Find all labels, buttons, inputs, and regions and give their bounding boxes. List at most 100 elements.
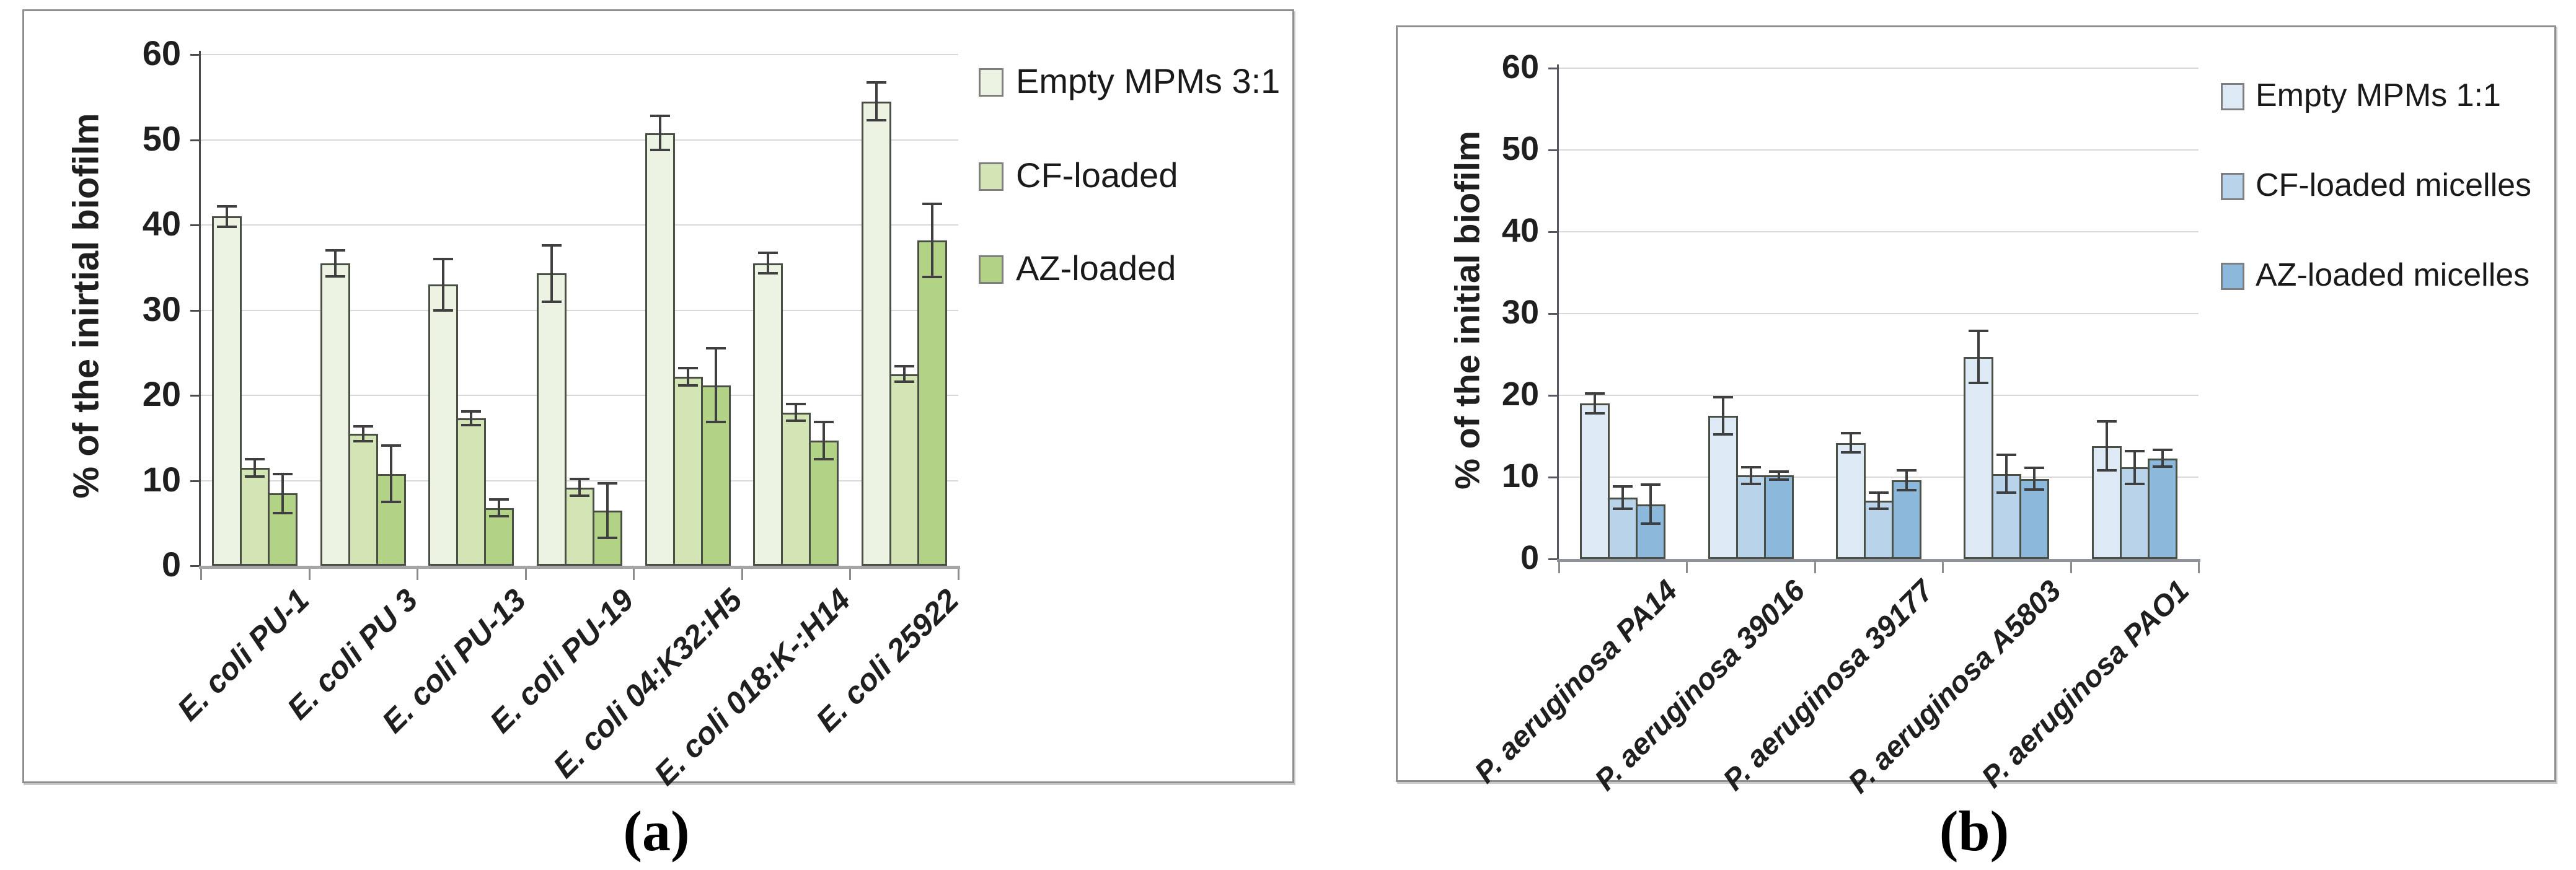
bar-empty-mpms-1-1 xyxy=(1580,403,1610,559)
error-bar-line xyxy=(767,253,770,274)
bar-cf-loaded xyxy=(348,433,378,566)
x-axis-line xyxy=(199,566,960,569)
x-tick-mark xyxy=(741,569,743,580)
error-bar-cap-top xyxy=(2152,449,2172,452)
error-bar-cap-top xyxy=(598,481,617,485)
error-bar-cap-bottom xyxy=(1768,478,1789,481)
legend-swatch xyxy=(2221,173,2244,200)
x-tick-mark xyxy=(1686,562,1688,573)
y-tick-mark xyxy=(190,565,199,567)
legend-swatch xyxy=(2221,83,2244,110)
gridline xyxy=(201,54,958,55)
y-tick-mark xyxy=(1548,68,1557,69)
error-bar-cap-top xyxy=(1740,466,1761,469)
y-tick-mark xyxy=(190,224,199,226)
bar-empty-mpms-3-1 xyxy=(320,263,350,566)
bar-cf-loaded-micelles xyxy=(1736,475,1766,559)
gridline xyxy=(201,139,958,141)
x-tick-mark xyxy=(849,569,852,580)
error-bar-cap-top xyxy=(217,204,237,208)
panel-a-caption: (a) xyxy=(623,799,690,863)
bar-empty-mpms-3-1 xyxy=(212,216,242,566)
y-tick-mark xyxy=(1548,313,1557,315)
error-bar-cap-bottom xyxy=(1713,433,1733,436)
bar-az-loaded-micelles xyxy=(2147,458,2177,559)
y-axis-line xyxy=(199,51,201,568)
y-tick-mark xyxy=(190,480,199,482)
error-bar-cap-bottom xyxy=(650,149,670,151)
y-tick-label: 60 xyxy=(1501,48,1539,86)
error-bar-line xyxy=(498,499,501,517)
bar-empty-mpms-3-1 xyxy=(861,101,891,566)
error-bar-line xyxy=(254,459,257,477)
error-bar-cap-top xyxy=(273,472,293,475)
error-bar-cap-bottom xyxy=(814,458,834,461)
x-tick-mark xyxy=(1558,562,1560,573)
bar-empty-mpms-3-1 xyxy=(753,263,783,566)
x-tick-mark xyxy=(2198,562,2200,573)
gridline xyxy=(201,309,958,311)
error-bar-line xyxy=(714,348,717,422)
error-bar-line xyxy=(1777,471,1780,480)
error-bar-cap-top xyxy=(2024,467,2045,470)
error-bar-cap-bottom xyxy=(677,384,698,387)
bar-az-loaded xyxy=(809,440,839,566)
error-bar-line xyxy=(1905,470,1908,491)
error-bar-line xyxy=(333,250,337,276)
error-bar-line xyxy=(1850,433,1852,453)
error-bar-line xyxy=(658,116,661,150)
legend-label: AZ-loaded micelles xyxy=(2256,257,2530,293)
bar-empty-mpms-1-1 xyxy=(1708,416,1738,559)
bar-az-loaded-micelles xyxy=(1636,504,1666,559)
error-bar-cap-top xyxy=(922,202,942,205)
error-bar-line xyxy=(823,421,826,460)
bar-empty-mpms-3-1 xyxy=(428,284,459,566)
error-bar-cap-bottom xyxy=(1740,482,1761,485)
error-bar-cap-bottom xyxy=(1613,508,1633,511)
error-bar-cap-bottom xyxy=(894,380,914,383)
y-tick-mark xyxy=(190,54,199,56)
bar-empty-mpms-1-1 xyxy=(1964,356,1994,559)
error-bar-cap-bottom xyxy=(325,275,345,278)
error-bar-line xyxy=(795,403,798,421)
legend-label: AZ-loaded xyxy=(1016,248,1176,288)
y-tick-label: 40 xyxy=(142,204,181,244)
error-bar-cap-top xyxy=(2124,449,2145,452)
error-bar-line xyxy=(281,473,285,513)
error-bar-cap-top xyxy=(1641,483,1661,486)
panel-a: 0 10 20 30 40 50 60 E. coli PU-1 E. coli PU 3 E. … xyxy=(22,9,1294,792)
error-bar-cap-top xyxy=(542,244,562,247)
error-bar-cap-top xyxy=(1613,485,1633,488)
legend-swatch xyxy=(979,162,1003,191)
x-axis-line xyxy=(1557,559,2200,562)
gridline xyxy=(1559,231,2199,232)
gridline xyxy=(201,395,958,396)
x-category-label: E. coli 04:K32:H5 xyxy=(546,582,749,785)
error-bar-line xyxy=(902,366,906,382)
y-tick-mark xyxy=(1548,558,1557,560)
error-bar-cap-bottom xyxy=(273,511,293,514)
error-bar-cap-bottom xyxy=(2024,488,2045,491)
error-bar-cap-bottom xyxy=(866,118,886,121)
error-bar-cap-bottom xyxy=(922,275,942,278)
error-bar-cap-top xyxy=(786,402,806,405)
x-tick-mark xyxy=(524,569,527,580)
error-bar-line xyxy=(550,245,553,302)
x-tick-mark xyxy=(308,569,311,580)
error-bar-line xyxy=(470,411,473,426)
error-bar-line xyxy=(1721,397,1724,435)
error-bar-line xyxy=(2161,450,2164,467)
error-bar-cap-top xyxy=(461,410,482,413)
gridline xyxy=(1559,68,2199,69)
error-bar-cap-top xyxy=(866,81,886,84)
error-bar-cap-bottom xyxy=(245,475,265,478)
x-category-label: P. aeruginosa 39177 xyxy=(1716,574,1940,798)
error-bar-cap-top xyxy=(814,420,834,423)
error-bar-line xyxy=(930,203,933,277)
error-bar-cap-bottom xyxy=(217,225,237,228)
y-axis-title: % of the inirtial biofilm xyxy=(66,113,107,499)
error-bar-line xyxy=(442,259,445,310)
y-axis-line xyxy=(1557,64,1559,561)
error-bar-cap-bottom xyxy=(433,309,454,312)
y-tick-label: 0 xyxy=(161,545,181,584)
